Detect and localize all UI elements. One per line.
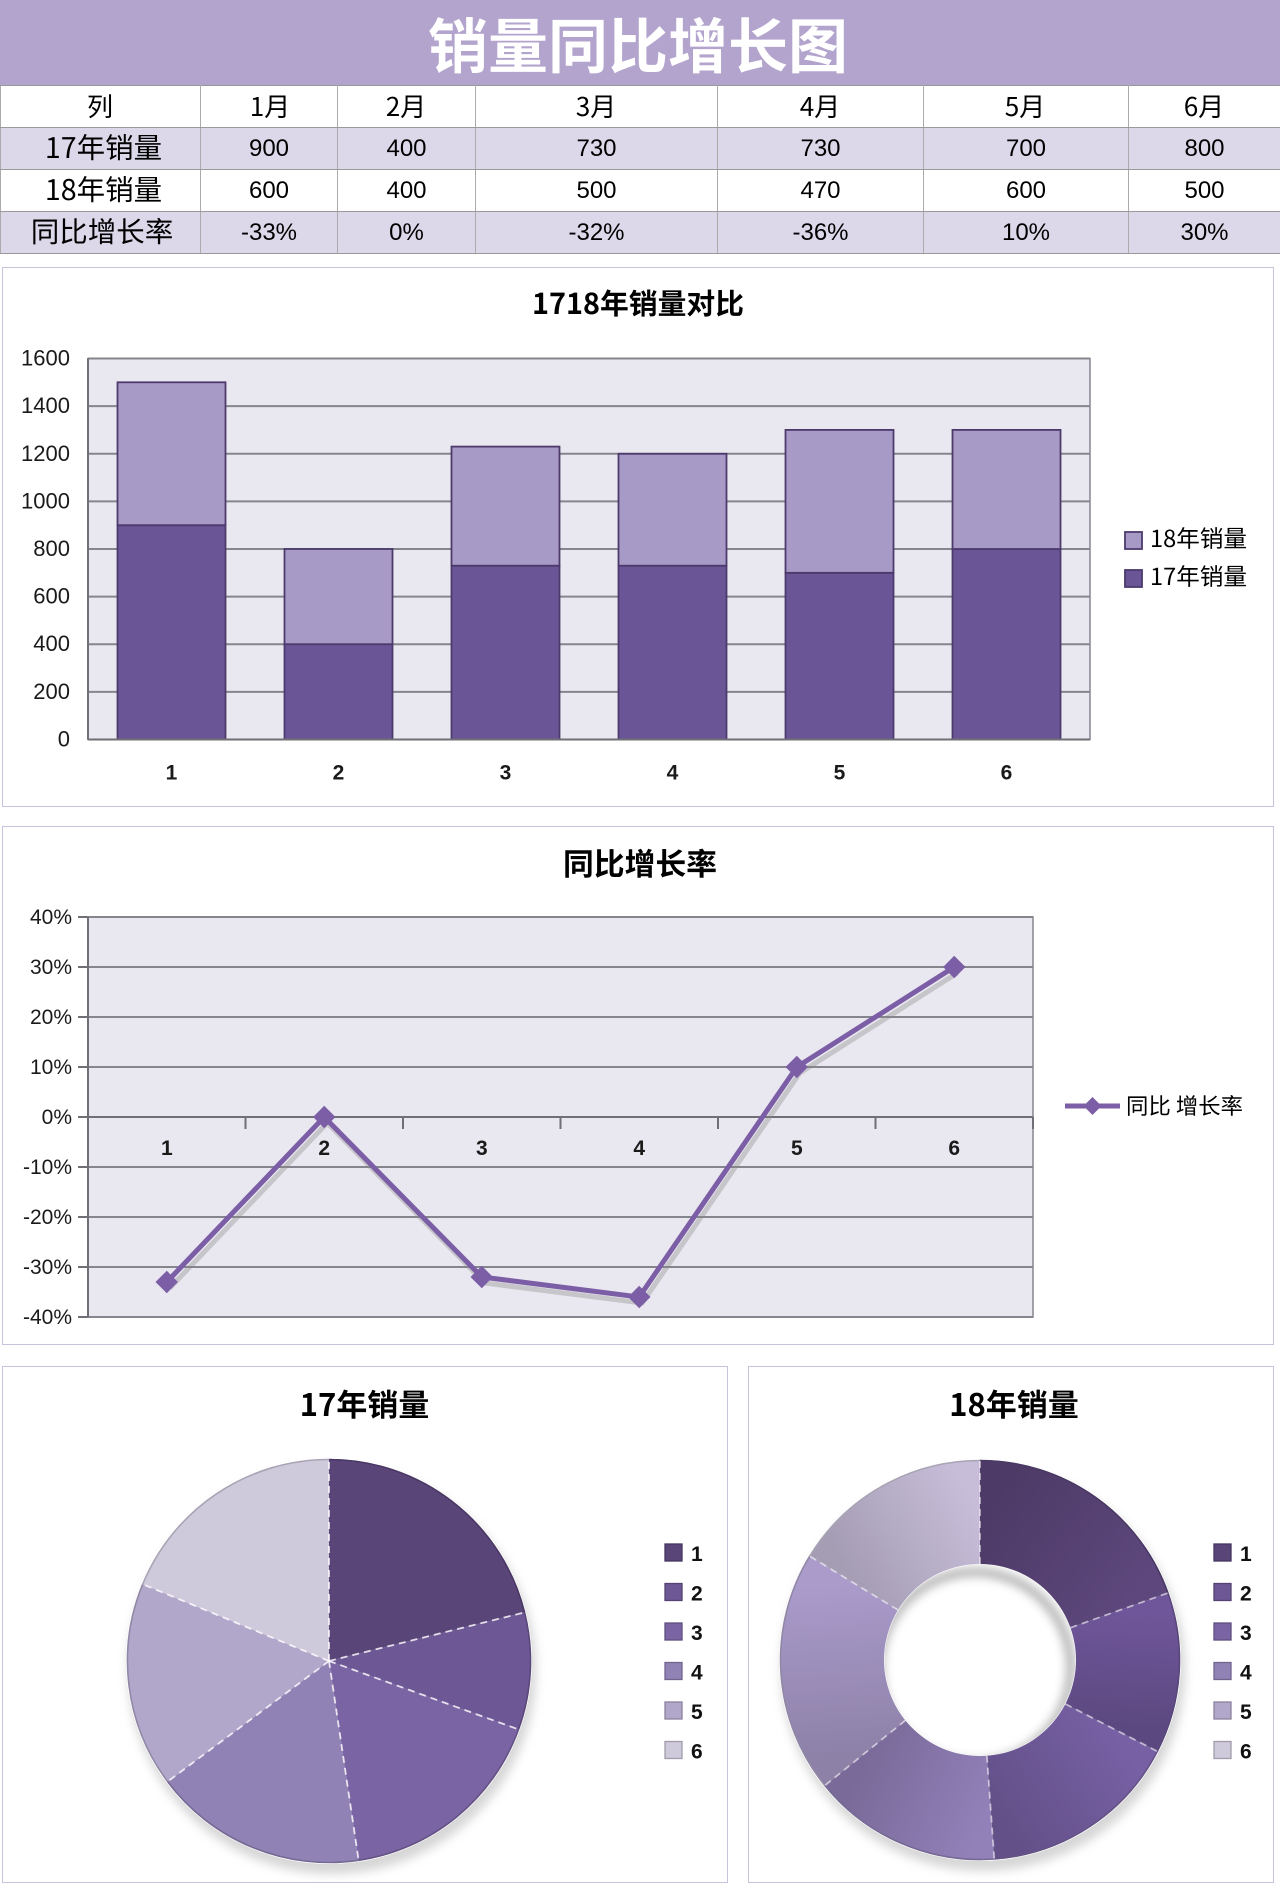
svg-text:5: 5 [834, 762, 846, 785]
svg-text:40%: 40% [30, 906, 72, 929]
svg-text:30%: 30% [30, 956, 72, 979]
svg-text:2: 2 [1240, 1583, 1252, 1606]
svg-text:5: 5 [691, 1701, 703, 1724]
svg-text:-30%: -30% [23, 1256, 72, 1279]
svg-text:600: 600 [33, 584, 70, 609]
svg-text:800: 800 [33, 536, 70, 561]
svg-text:4: 4 [691, 1662, 703, 1685]
svg-text:1: 1 [1240, 1543, 1252, 1566]
svg-text:20%: 20% [30, 1006, 72, 1029]
svg-text:5: 5 [1240, 1701, 1252, 1724]
svg-text:3: 3 [500, 762, 512, 785]
svg-text:-20%: -20% [23, 1206, 72, 1229]
svg-text:0: 0 [58, 727, 70, 752]
svg-text:1400: 1400 [21, 393, 70, 418]
svg-text:1600: 1600 [21, 346, 70, 371]
svg-text:1200: 1200 [21, 441, 70, 466]
svg-text:-10%: -10% [23, 1156, 72, 1179]
svg-text:5: 5 [791, 1137, 803, 1160]
svg-text:4: 4 [1240, 1662, 1252, 1685]
svg-text:1: 1 [161, 1137, 173, 1160]
svg-text:3: 3 [476, 1137, 488, 1160]
svg-text:2: 2 [691, 1583, 703, 1606]
svg-text:6: 6 [948, 1137, 960, 1160]
svg-text:3: 3 [691, 1622, 703, 1645]
svg-text:200: 200 [33, 679, 70, 704]
svg-text:2: 2 [318, 1137, 330, 1160]
svg-text:3: 3 [1240, 1622, 1252, 1645]
svg-text:2: 2 [333, 762, 345, 785]
svg-text:10%: 10% [30, 1056, 72, 1079]
svg-text:4: 4 [667, 762, 679, 785]
svg-text:1: 1 [691, 1543, 703, 1566]
svg-text:400: 400 [33, 631, 70, 656]
svg-text:1000: 1000 [21, 488, 70, 513]
svg-text:0%: 0% [42, 1106, 72, 1129]
svg-text:1: 1 [166, 762, 178, 785]
svg-text:-40%: -40% [23, 1306, 72, 1329]
svg-text:6: 6 [691, 1741, 703, 1764]
svg-text:6: 6 [1240, 1741, 1252, 1764]
svg-text:4: 4 [633, 1137, 645, 1160]
svg-text:6: 6 [1001, 762, 1013, 785]
